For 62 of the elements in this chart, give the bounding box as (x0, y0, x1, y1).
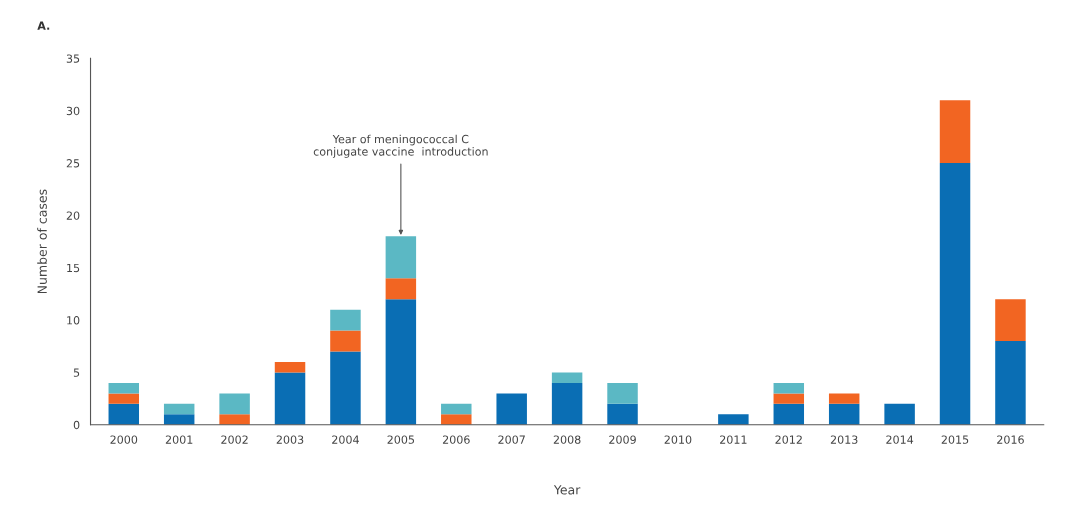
bar (718, 414, 749, 425)
x-tick-label: 2004 (332, 435, 359, 444)
x-tick-label: 2007 (498, 435, 525, 444)
bar (274, 361, 306, 373)
x-tick-label: 2012 (775, 435, 802, 444)
y-tick-label: 30 (66, 106, 80, 116)
bar (163, 403, 195, 415)
bar (939, 163, 971, 425)
x-tick-label: 2006 (442, 435, 470, 444)
x-tick-label: 2014 (886, 435, 914, 444)
x-tick-label: 2011 (720, 435, 747, 444)
bar (496, 393, 527, 425)
bar (607, 382, 638, 404)
bar (385, 299, 417, 425)
bar (108, 393, 140, 404)
bar (828, 393, 860, 404)
bar (551, 372, 583, 383)
x-tick-label: 2010 (664, 435, 692, 444)
x-tick-label: 2001 (165, 435, 193, 444)
y-axis-title: Number of cases (37, 189, 47, 294)
bar (995, 341, 1026, 425)
y-tick-label: 15 (67, 263, 80, 273)
bar (330, 351, 361, 425)
x-tick-label: 2016 (997, 435, 1024, 444)
bar (441, 403, 472, 415)
bar (441, 414, 472, 425)
y-tick-label: 0 (73, 420, 80, 430)
bar (219, 393, 250, 415)
annotation: Year of meningococcal C conjugate vaccine introduction (313, 134, 488, 158)
bar (274, 372, 306, 425)
x-tick-label: 2000 (110, 435, 138, 444)
bar (995, 299, 1026, 342)
bar (330, 330, 361, 352)
x-tick-label: 2003 (276, 435, 304, 444)
x-tick-label: 2008 (553, 435, 581, 444)
x-tick-label: 2009 (609, 435, 636, 444)
x-tick-label: 2002 (221, 435, 248, 444)
bar (773, 393, 805, 404)
x-tick-label: 2013 (830, 435, 858, 444)
y-tick-label: 10 (67, 316, 80, 325)
x-axis-title: Year (553, 485, 581, 495)
bar (219, 414, 250, 425)
bar (884, 403, 915, 425)
bar (828, 403, 860, 425)
y-tick-label: 5 (73, 368, 80, 377)
x-tick-label: 2005 (387, 435, 415, 444)
y-tick-label: 20 (66, 211, 80, 220)
bar (607, 403, 638, 425)
y-tick-label: 25 (66, 159, 80, 168)
bar (108, 403, 140, 425)
bar (330, 309, 361, 331)
bar (163, 414, 195, 425)
bar (108, 382, 140, 394)
y-tick-label: 35 (66, 54, 80, 63)
x-tick-label: 2015 (941, 435, 969, 444)
bar (939, 100, 971, 164)
bar (773, 382, 805, 394)
bar (773, 403, 805, 425)
bar (551, 382, 583, 425)
bar (385, 278, 417, 300)
bar (385, 236, 417, 279)
chart-title: A. (37, 21, 50, 30)
